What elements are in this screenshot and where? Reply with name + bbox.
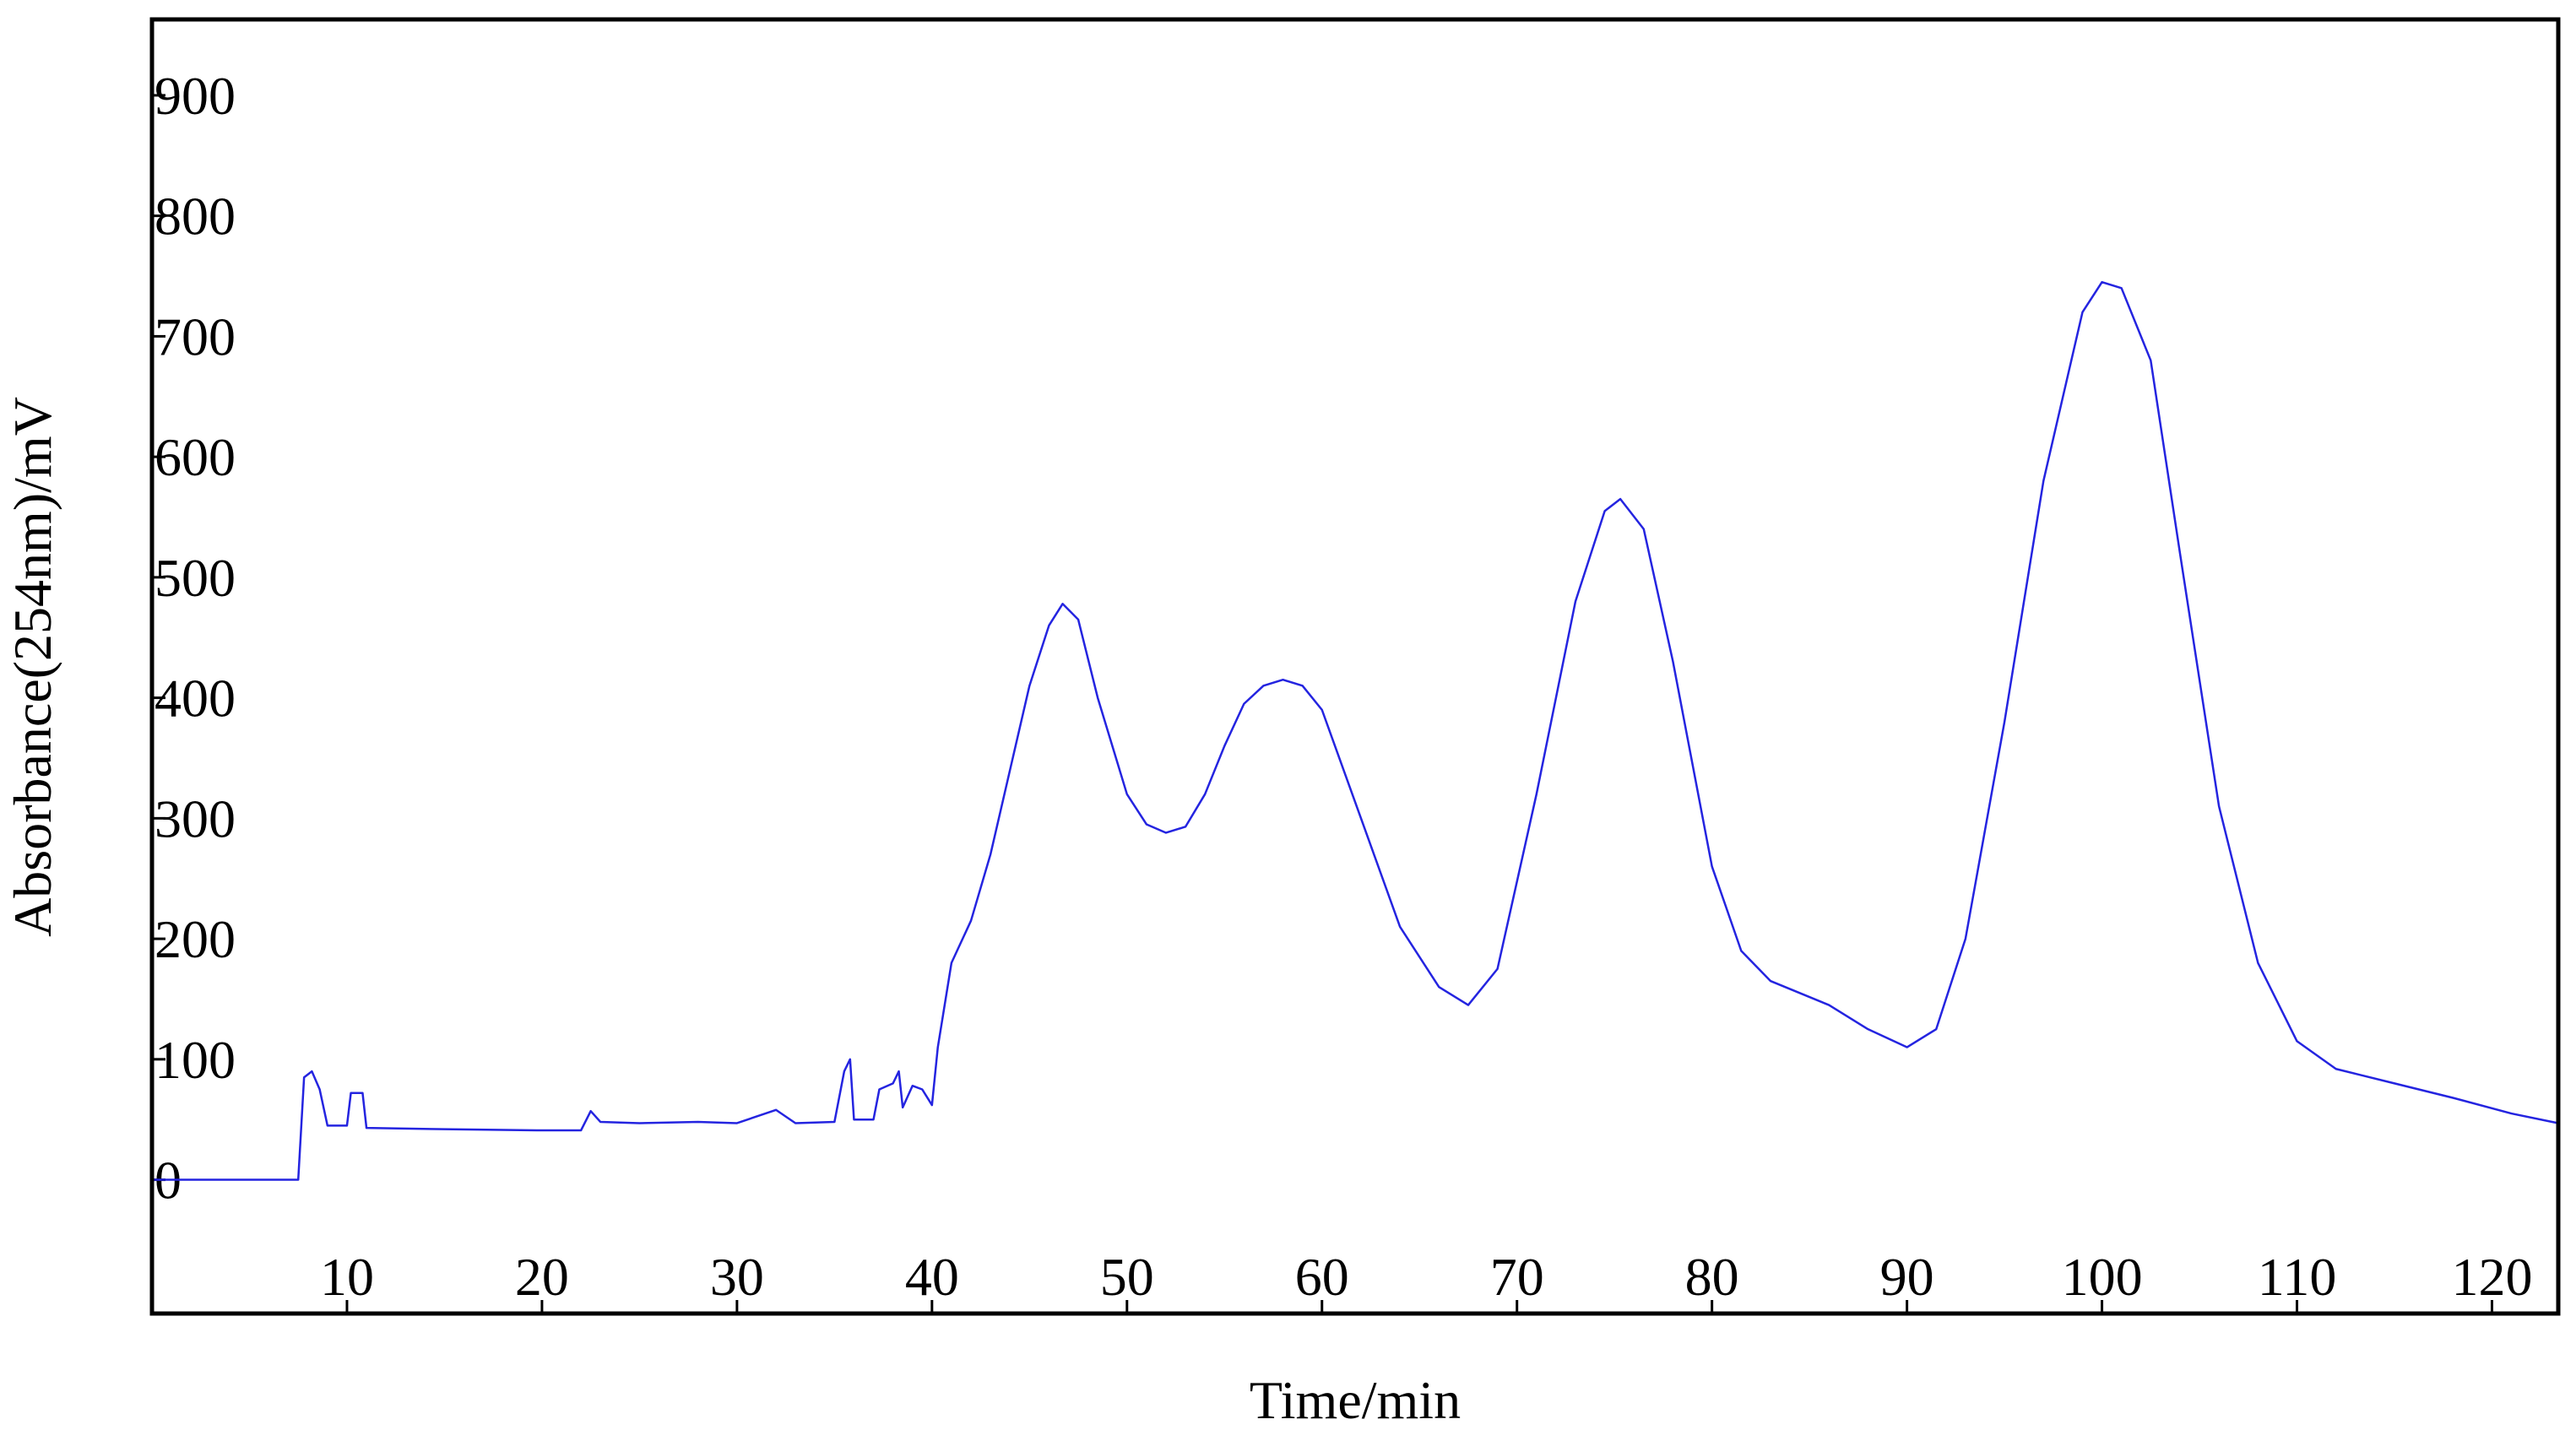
x-tick-label: 120 — [2451, 1247, 2532, 1307]
y-tick-label: 900 — [155, 66, 236, 126]
y-tick-label: 100 — [155, 1030, 236, 1090]
x-tick-label: 90 — [1880, 1247, 1934, 1307]
y-tick-label: 400 — [155, 669, 236, 729]
y-tick-label: 600 — [155, 427, 236, 487]
y-tick-label: 200 — [155, 909, 236, 969]
x-tick-label: 20 — [515, 1247, 569, 1307]
x-tick-label: 110 — [2258, 1247, 2337, 1307]
x-tick-label: 40 — [905, 1247, 959, 1307]
x-tick-label: 30 — [710, 1247, 764, 1307]
x-tick-label: 80 — [1685, 1247, 1739, 1307]
plot-frame — [149, 17, 2561, 1316]
x-tick-label: 70 — [1490, 1247, 1544, 1307]
x-tick-label: 100 — [2062, 1247, 2143, 1307]
y-tick-label: 500 — [155, 548, 236, 608]
x-tick-label: 10 — [320, 1247, 374, 1307]
y-tick-label: 800 — [155, 187, 236, 246]
x-tick-label: 60 — [1295, 1247, 1349, 1307]
y-axis-label: Absorbance(254nm)/mV — [3, 397, 62, 937]
y-tick-label: 700 — [155, 306, 236, 366]
y-tick-label: 300 — [155, 788, 236, 848]
x-axis-label: Time/min — [1250, 1370, 1461, 1430]
data-line — [152, 280, 2559, 1181]
x-tick-label: 50 — [1100, 1247, 1154, 1307]
